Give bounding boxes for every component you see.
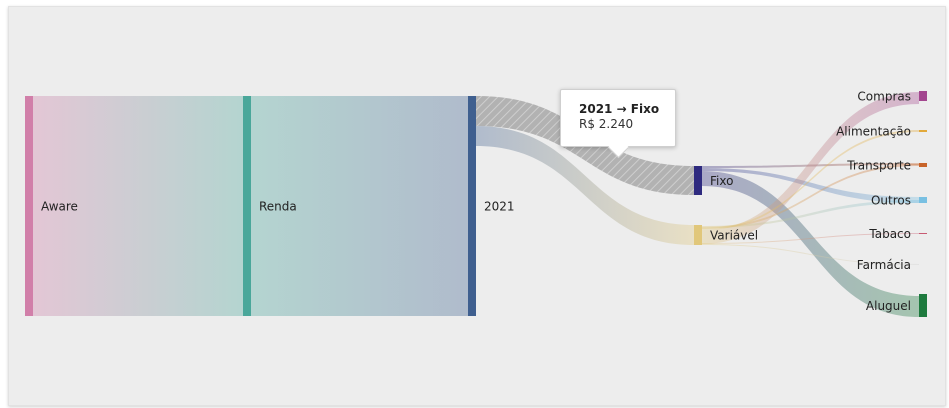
node-label-compras: Compras	[857, 90, 911, 104]
link-y2021-to-variavel[interactable]	[476, 126, 694, 245]
node-outros[interactable]	[919, 197, 927, 203]
link-fixo-to-aluguel[interactable]	[702, 171, 919, 317]
node-label-y2021: 2021	[484, 200, 515, 214]
link-variavel-to-tabaco[interactable]	[702, 233, 919, 244]
link-variavel-to-compras[interactable]	[702, 92, 919, 244]
tooltip-value: R$ 2.240	[579, 117, 634, 131]
node-label-fixo: Fixo	[710, 174, 733, 188]
node-label-variavel: Variável	[710, 229, 758, 243]
node-label-outros: Outros	[871, 194, 911, 208]
node-transporte[interactable]	[919, 163, 927, 167]
link-tooltip: 2021 → Fixo R$ 2.240	[560, 89, 676, 147]
link-variavel-to-alimentacao[interactable]	[702, 130, 919, 230]
link-variavel-to-outros[interactable]	[702, 200, 919, 228]
link-variavel-to-transporte[interactable]	[702, 164, 919, 229]
node-label-aluguel: Aluguel	[866, 299, 911, 313]
node-label-tabaco: Tabaco	[868, 227, 911, 241]
link-variavel-to-farmacia[interactable]	[702, 244, 919, 265]
node-aware[interactable]	[25, 96, 33, 316]
node-label-transporte: Transporte	[846, 159, 911, 173]
tooltip-title: 2021 → Fixo	[579, 102, 660, 116]
node-renda[interactable]	[243, 96, 251, 316]
node-label-renda: Renda	[259, 200, 297, 214]
node-label-farmacia: Farmácia	[857, 258, 911, 272]
node-fixo[interactable]	[694, 166, 702, 195]
node-aluguel[interactable]	[919, 294, 927, 317]
node-label-aware: Aware	[41, 200, 78, 214]
link-fixo-to-outros[interactable]	[702, 168, 919, 203]
link-renda-to-y2021[interactable]	[251, 96, 468, 316]
node-variavel[interactable]	[694, 225, 702, 245]
link-aware-to-renda[interactable]	[33, 96, 243, 316]
node-alimentacao[interactable]	[919, 130, 927, 132]
node-y2021[interactable]	[468, 96, 476, 316]
node-compras[interactable]	[919, 91, 927, 101]
node-label-alimentacao: Alimentação	[836, 125, 911, 139]
node-tabaco[interactable]	[919, 233, 927, 234]
